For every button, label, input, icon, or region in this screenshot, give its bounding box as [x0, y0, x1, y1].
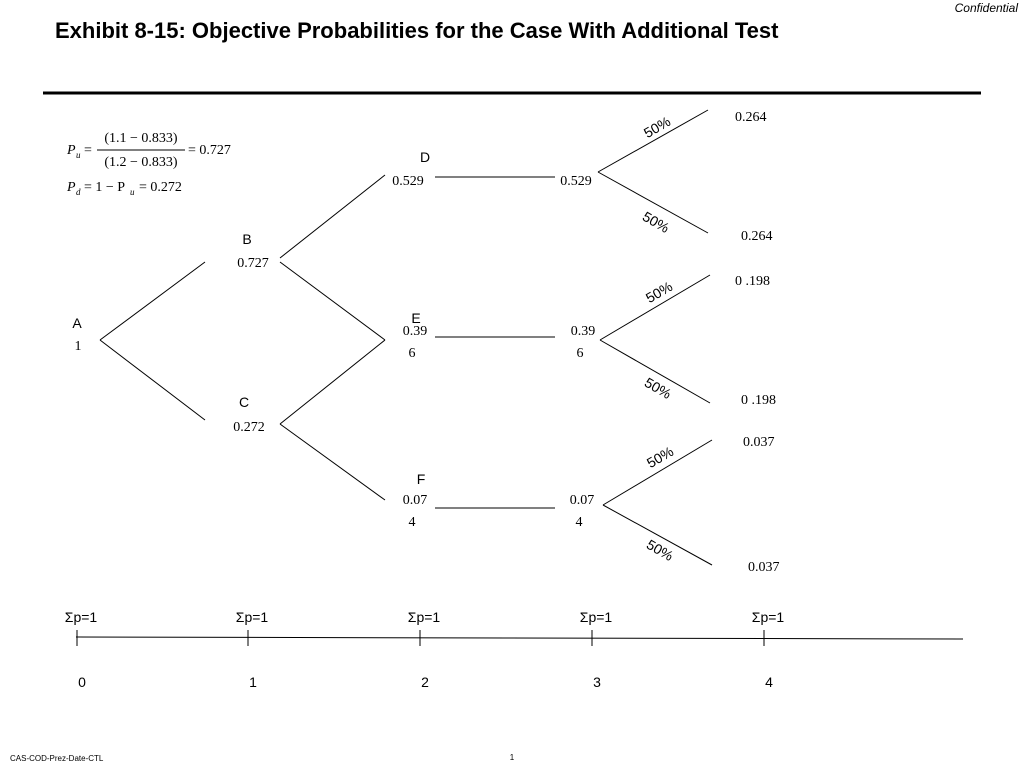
branch-probability: 50% — [644, 443, 676, 471]
formula-sub: d — [76, 187, 81, 197]
formula-sub: u — [76, 150, 81, 160]
period-label: 3 — [593, 674, 601, 690]
formula-p: P — [66, 143, 76, 158]
branch-probability: 50% — [642, 374, 674, 402]
node-value: 0.07 — [403, 493, 428, 508]
node-value: 4 — [576, 515, 583, 530]
formula-result: = 0.272 — [139, 180, 182, 195]
tree-edges — [99, 109, 713, 566]
node-value: 1 — [75, 339, 82, 354]
period-label: 0 — [78, 674, 86, 690]
formula-sub: u — [130, 187, 135, 197]
period-label: 4 — [765, 674, 773, 690]
branch-probability: 50% — [640, 208, 672, 236]
node-value: 0.727 — [237, 256, 269, 271]
formula-eq: = 1 − P — [84, 180, 125, 195]
node-value: 0.529 — [560, 174, 592, 189]
footer-left: CAS-COD-Prez-Date-CTL — [10, 754, 104, 763]
sum-label: Σp=1 — [580, 609, 613, 625]
node-label: F — [417, 471, 426, 487]
branch-probability: 50% — [644, 536, 676, 564]
leaf-value: 0.264 — [735, 110, 767, 125]
node-value: 0.272 — [233, 420, 265, 435]
branch-probability: 50% — [641, 113, 673, 141]
formula-den: (1.2 − 0.833) — [104, 155, 178, 170]
page-number: 1 — [510, 753, 515, 762]
leaf-value: 0 .198 — [741, 393, 776, 408]
branch-probability: 50% — [643, 278, 675, 306]
node-label: A — [72, 315, 82, 331]
formula-eq: = — [84, 143, 92, 158]
formula-num: (1.1 − 0.833) — [104, 131, 178, 146]
node-label: D — [420, 149, 430, 165]
node-value: 0.39 — [571, 324, 596, 339]
formula-p: P — [66, 180, 76, 195]
node-value: 0.529 — [392, 174, 424, 189]
sum-label: Σp=1 — [65, 609, 98, 625]
sum-label: Σp=1 — [408, 609, 441, 625]
leaf-value: 0 .198 — [735, 274, 770, 289]
period-label: 1 — [249, 674, 257, 690]
node-value: 0.07 — [570, 493, 595, 508]
node-label: E — [411, 310, 420, 326]
leaf-value: 0.264 — [741, 229, 773, 244]
title: Exhibit 8-15: Objective Probabilities fo… — [55, 18, 779, 43]
timeline — [75, 636, 964, 640]
node-label: C — [239, 394, 249, 410]
formula-result: = 0.727 — [188, 143, 231, 158]
sum-label: Σp=1 — [236, 609, 269, 625]
leaf-value: 0.037 — [748, 560, 780, 575]
period-label: 2 — [421, 674, 429, 690]
node-value: 0.39 — [403, 324, 428, 339]
node-value: 4 — [409, 515, 416, 530]
sum-label: Σp=1 — [752, 609, 785, 625]
leaf-value: 0.037 — [743, 435, 775, 450]
node-label: B — [242, 231, 251, 247]
node-value: 6 — [577, 346, 584, 361]
node-value: 6 — [409, 346, 416, 361]
confidential: Confidential — [955, 1, 1019, 15]
